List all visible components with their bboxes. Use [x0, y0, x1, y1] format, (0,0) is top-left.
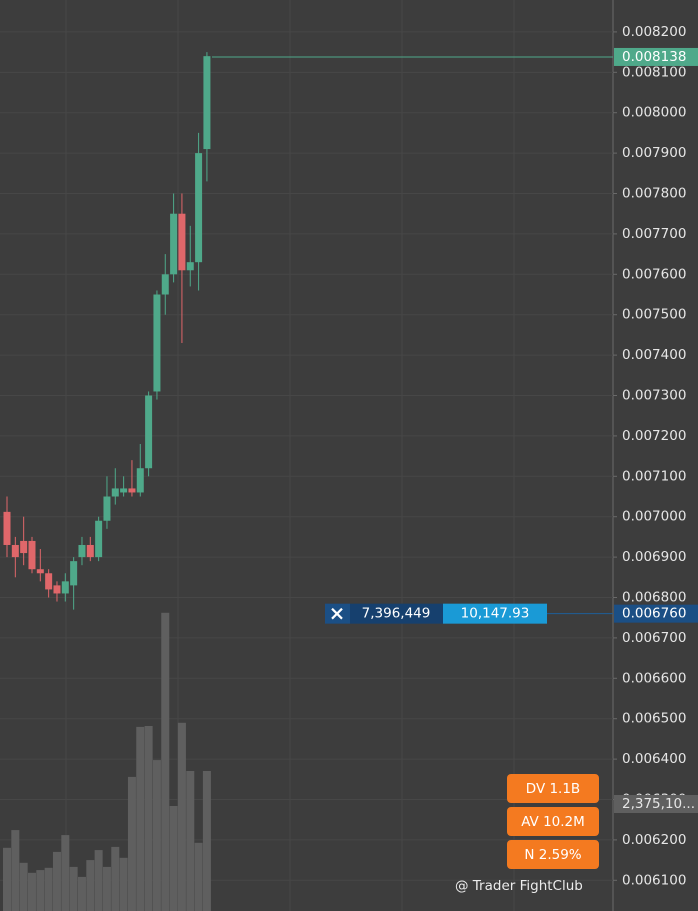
volume-bar	[136, 726, 145, 911]
candle-body	[195, 153, 203, 263]
volume-bar	[161, 612, 170, 911]
y-tick-label: 0.006400	[622, 751, 686, 767]
candle-body	[20, 540, 28, 554]
y-tick-label: 0.007200	[622, 428, 686, 444]
volume-bar	[94, 850, 103, 911]
candle-body	[145, 395, 153, 469]
stat-box	[507, 774, 599, 803]
volume-bar	[19, 862, 28, 911]
candle-body	[11, 544, 19, 558]
candle-body	[170, 213, 178, 275]
y-tick-label: 0.007700	[622, 226, 686, 242]
candle-body	[70, 561, 78, 586]
order-quantity: 7,396,449	[362, 606, 431, 622]
volume-bar	[152, 760, 161, 911]
volume-bar	[194, 842, 203, 911]
volume-bar	[111, 846, 120, 911]
candle-body	[36, 569, 44, 574]
order-total: 10,147.93	[461, 606, 530, 622]
order-total-box	[443, 603, 547, 624]
y-tick-label: 0.006900	[622, 549, 686, 565]
volume-bar	[11, 830, 20, 911]
volume-bar	[169, 805, 178, 911]
y-tick-label: 0.006500	[622, 711, 686, 727]
y-tick-label: 0.007500	[622, 307, 686, 323]
volume-bar	[86, 860, 95, 911]
y-tick-label: 0.006600	[622, 670, 686, 686]
volume-bar	[61, 835, 70, 911]
y-tick-label: 0.007300	[622, 388, 686, 404]
stat-box	[507, 840, 599, 869]
volume-bar	[177, 722, 186, 911]
volume-bar	[144, 725, 153, 911]
candle-body	[61, 581, 69, 594]
candle-body	[178, 213, 186, 271]
candle-body	[136, 468, 144, 493]
volume-bar	[186, 770, 195, 911]
cancel-icon	[331, 607, 343, 620]
y-tick-label: 0.007400	[622, 347, 686, 363]
y-tick-label: 0.006800	[622, 590, 686, 606]
candle-body	[161, 274, 169, 295]
candle-body	[78, 544, 86, 558]
volume-bar	[127, 776, 136, 911]
candle-body	[120, 488, 128, 493]
y-tick-label: 0.006700	[622, 630, 686, 646]
watermark: @ Trader FightClub	[455, 878, 583, 894]
volume-label-box	[614, 795, 698, 813]
last-price-box	[614, 47, 698, 66]
order-price-label: 0.006760	[622, 606, 686, 622]
volume-label: 2,375,10...	[622, 796, 695, 812]
y-tick-label: 0.007100	[622, 468, 686, 484]
volume-bar	[69, 866, 78, 911]
volume-bar	[44, 867, 53, 911]
candle-body	[95, 520, 103, 558]
y-tick-label: 0.006200	[622, 832, 686, 848]
volume-bar	[36, 870, 45, 911]
volume-bar	[119, 857, 128, 911]
candle-body	[111, 488, 119, 497]
candle-body	[203, 56, 211, 150]
candle-body	[86, 544, 94, 558]
volume-bar	[3, 847, 11, 911]
volume-bar	[77, 876, 86, 911]
y-tick-label: 0.007600	[622, 266, 686, 282]
y-tick-label: 0.007900	[622, 145, 686, 161]
candle-body	[28, 540, 36, 570]
y-tick-label: 0.007000	[622, 509, 686, 525]
stat-label: DV 1.1B	[526, 781, 580, 797]
y-tick-label: 0.006100	[622, 872, 686, 888]
y-tick-label: 0.008000	[622, 105, 686, 121]
order-price-box	[614, 604, 698, 623]
volume-bar	[202, 770, 211, 911]
volume-bar	[52, 851, 61, 911]
candle-body	[103, 496, 111, 521]
volume-bar	[102, 866, 111, 911]
y-tick-label: 0.007800	[622, 186, 686, 202]
candle-body	[53, 585, 61, 594]
volume-bar	[27, 872, 36, 911]
candle-body	[153, 294, 161, 392]
stat-label: N 2.59%	[524, 847, 581, 863]
y-tick-label: 0.008200	[622, 24, 686, 40]
candle-body	[3, 511, 11, 545]
candle-body	[128, 488, 136, 493]
order-qty-box	[350, 603, 443, 624]
candle-body	[186, 262, 194, 271]
stat-box	[507, 807, 599, 836]
last-price-label: 0.008138	[622, 49, 686, 65]
stat-label: AV 10.2M	[521, 814, 585, 830]
y-tick-label: 0.008100	[622, 64, 686, 80]
candle-body	[45, 573, 53, 590]
